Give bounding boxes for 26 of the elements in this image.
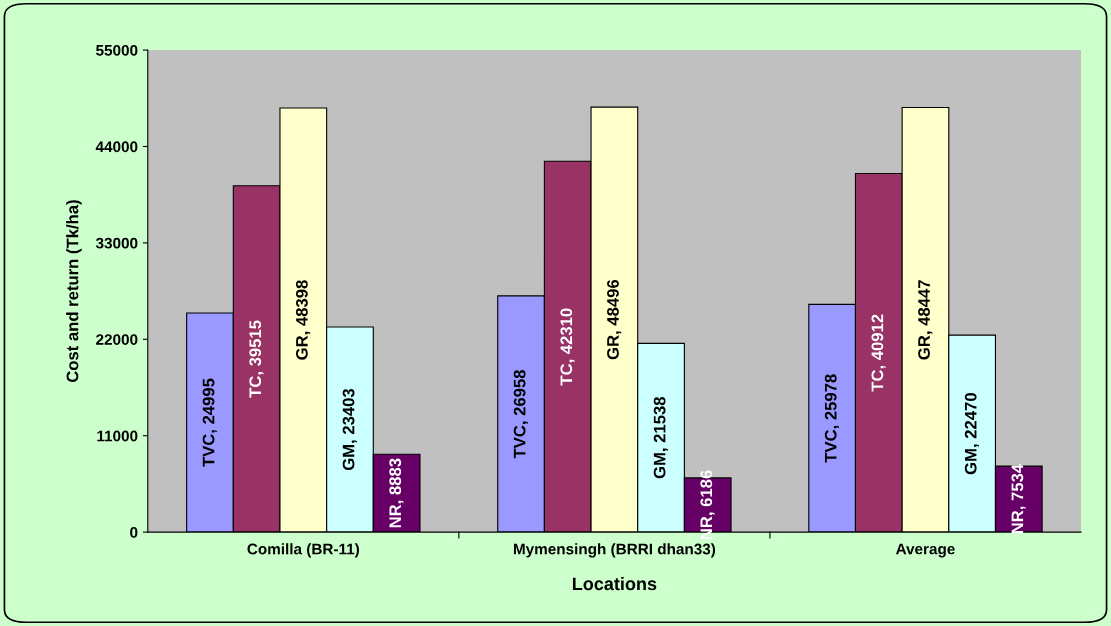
data-label: TC, 39515 [249, 320, 264, 398]
y-tick-label: 0 [130, 526, 138, 538]
data-label: NR, 7534 [1011, 463, 1026, 534]
data-label: GR, 48447 [918, 280, 933, 360]
data-label: NR, 6186 [700, 470, 715, 540]
y-tick-label: 11000 [97, 430, 138, 442]
data-label: TVC, 24995 [202, 378, 217, 467]
data-label: GM, 23403 [342, 388, 357, 471]
data-label: TC, 42310 [560, 308, 575, 386]
data-label: GM, 21538 [653, 397, 668, 479]
data-label: TVC, 26958 [513, 370, 528, 459]
x-tick-label: Mymensingh (BRRI dhan33) [513, 543, 716, 558]
data-label: GM, 22470 [964, 393, 980, 475]
y-tick-label: 44000 [95, 141, 138, 153]
data-label: TC, 40912 [871, 314, 886, 392]
x-tick-label: Comilla (BR-11) [247, 543, 359, 558]
y-tick-label: 33000 [95, 237, 138, 249]
y-tick-label: 55000 [96, 44, 138, 56]
y-tick-label: 22000 [96, 334, 138, 345]
x-axis-title: Locations [572, 576, 657, 591]
data-label: NR, 8883 [389, 458, 404, 528]
data-label: TVC, 25978 [824, 374, 840, 463]
data-label: GR, 48398 [295, 280, 311, 360]
data-label: GR, 48496 [607, 279, 622, 360]
x-tick-label: Average [895, 543, 955, 558]
y-axis-title: Cost and return (Tk/ha) [66, 200, 82, 383]
